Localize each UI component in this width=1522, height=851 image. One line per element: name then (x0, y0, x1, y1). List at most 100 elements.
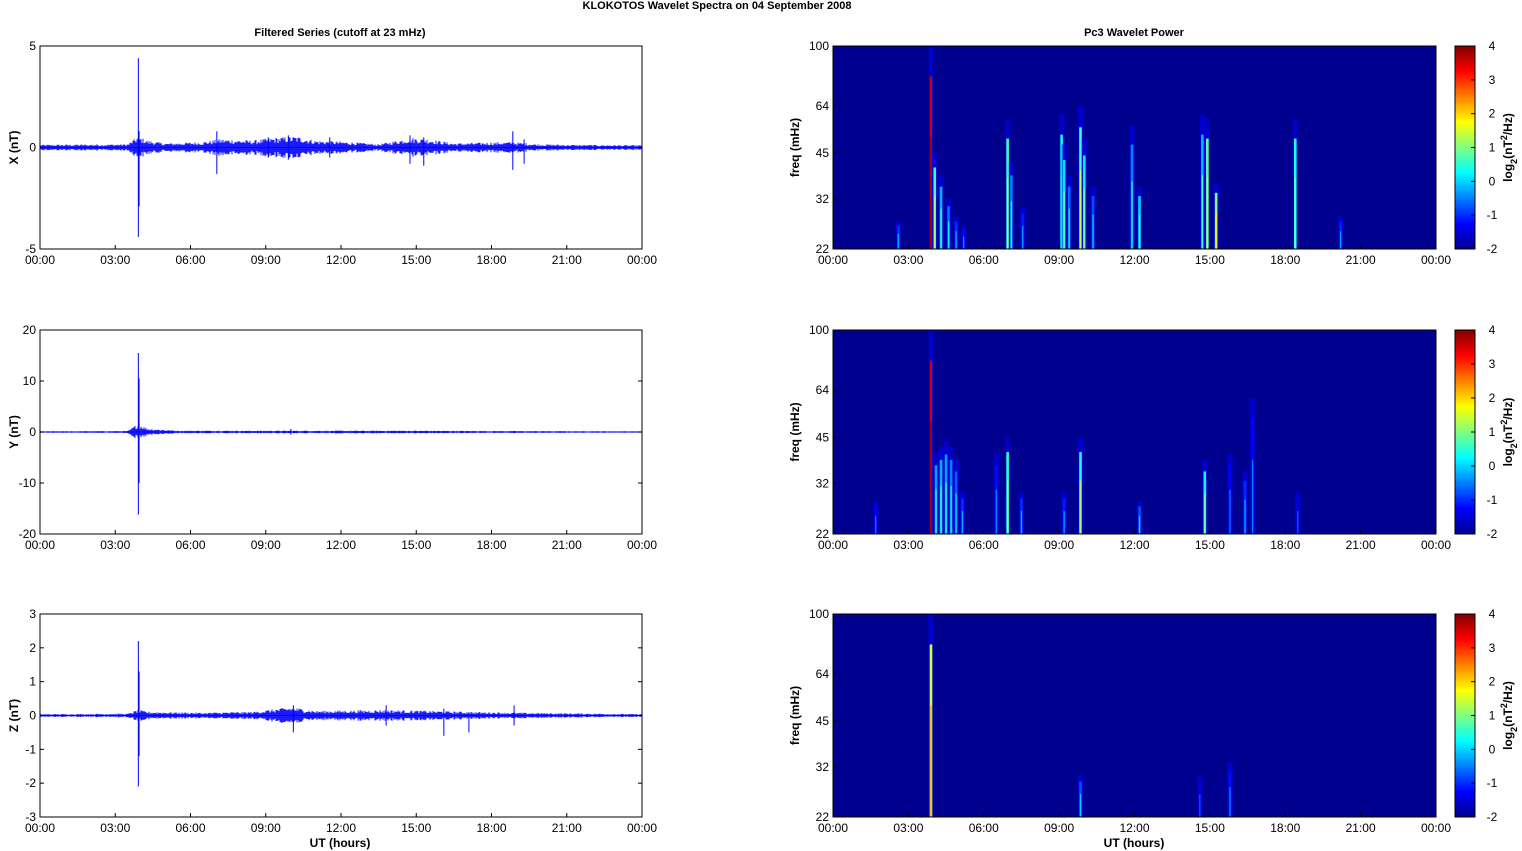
series-x-tick-label: 03:00 (100, 821, 130, 835)
power-streak-core (1297, 511, 1299, 534)
series-x-tick-label: 03:00 (100, 253, 130, 267)
series-x-tick-label: 15:00 (401, 253, 431, 267)
y-tick-label: 64 (816, 383, 830, 397)
series-x-tick-label: 18:00 (476, 253, 506, 267)
y-axis-label: freq (mHz) (788, 118, 802, 177)
y-axis-label: freq (mHz) (788, 686, 802, 745)
colorbar-tick-label: 4 (1489, 607, 1496, 621)
colorbar-label: log2(nT2/Hz) (1499, 398, 1519, 467)
spectrum-x-tick-label: 18:00 (1270, 253, 1300, 267)
colorbar-label-part: log (1501, 164, 1515, 182)
y-tick-label: 2 (29, 641, 36, 655)
power-streak-core (1007, 177, 1009, 249)
power-streak-core (950, 486, 952, 534)
spectrum-x-tick-label: 00:00 (1421, 538, 1451, 552)
series-x-tick-label: 15:00 (401, 538, 431, 552)
power-streak-core (1022, 226, 1024, 249)
y-tick-label: 32 (816, 477, 830, 491)
series-x-tick-label: 00:00 (25, 538, 55, 552)
left-column-title: Filtered Series (cutoff at 23 mHz) (254, 27, 425, 39)
power-streak-core (935, 489, 937, 534)
power-streak-core (1079, 480, 1082, 534)
spectrum-x-tick-label: 00:00 (1421, 821, 1451, 835)
y-tick-label: 1 (29, 675, 36, 689)
colorbar-tick-label: 0 (1489, 459, 1496, 473)
power-streak-core (1092, 214, 1094, 249)
power-streak-core (963, 236, 965, 249)
filtered-series-panel-z: -3 -2 -1 0 1 2 3 00:00 03:00 06:00 09:00 12:00 15:00… (7, 607, 657, 835)
panels: -5 0 5 00:00 03:00 06:00 09:00 12:00 15:00 18:00 2… (7, 39, 1519, 835)
series-x-tick-label: 06:00 (175, 253, 205, 267)
y-tick-label: 100 (809, 607, 829, 621)
power-streak-core (1010, 201, 1012, 249)
series-x-tick-label: 06:00 (175, 821, 205, 835)
y-tick-label: -3 (25, 810, 36, 824)
series-x-tick-label: 06:00 (175, 538, 205, 552)
power-streak-core (995, 489, 997, 534)
series-x-tick-label: 12:00 (326, 821, 356, 835)
power-streak-core (1229, 489, 1231, 534)
colorbar-tick-label: -2 (1487, 810, 1498, 824)
figure-title: KLOKOTOS Wavelet Spectra on 04 September… (583, 0, 852, 12)
y-tick-label: -5 (25, 242, 36, 256)
power-streak-core (1063, 191, 1065, 249)
colorbar-tick-label: 1 (1489, 425, 1496, 439)
spectrum-x-tick-label: 00:00 (818, 538, 848, 552)
spectrum-x-tick-label: 21:00 (1346, 253, 1376, 267)
power-streak-core (1131, 181, 1133, 249)
colorbar-tick-label: 2 (1489, 107, 1496, 121)
spectrum-x-tick-label: 00:00 (1421, 253, 1451, 267)
y-tick-label: 5 (29, 39, 36, 53)
power-streak-core (945, 482, 947, 534)
series-x-tick-label: 18:00 (476, 821, 506, 835)
power-streak-core (947, 221, 950, 249)
colorbar-label-part: /Hz) (1501, 113, 1515, 135)
colorbar-label-part: (nT (1501, 424, 1515, 443)
colorbar-tick-label: -1 (1487, 208, 1498, 222)
colorbar-tick-label: 1 (1489, 709, 1496, 723)
spectrum-x-tick-label: 12:00 (1119, 253, 1149, 267)
spectrum-x-tick-label: 18:00 (1270, 821, 1300, 835)
power-streak-core (1215, 212, 1217, 249)
colorbar-label-subscript: 2 (1509, 443, 1519, 448)
colorbar-tick-label: 3 (1489, 73, 1496, 87)
right-x-axis-label: UT (hours) (1104, 836, 1165, 850)
power-streak-core (930, 421, 932, 534)
series-x-tick-label: 15:00 (401, 821, 431, 835)
series-x-tick-label: 21:00 (552, 821, 582, 835)
power-streak-core (1068, 208, 1070, 249)
y-tick-label: 100 (809, 323, 829, 337)
y-axis-label: X (nT) (7, 131, 21, 165)
spectrum-x-tick-label: 06:00 (969, 538, 999, 552)
colorbar-label-subscript: 2 (1509, 727, 1519, 732)
spectrogram-background (833, 614, 1436, 817)
series-x-tick-label: 12:00 (326, 253, 356, 267)
power-streak-core (940, 486, 942, 534)
spectrum-x-tick-label: 03:00 (893, 253, 923, 267)
spectrogram-background (833, 330, 1436, 534)
spectrum-x-tick-label: 15:00 (1195, 253, 1225, 267)
y-tick-label: 100 (809, 39, 829, 53)
colorbar-label-subscript: 2 (1509, 159, 1519, 164)
spectrum-x-tick-label: 06:00 (969, 253, 999, 267)
y-tick-label: 32 (816, 760, 830, 774)
power-streak-core (955, 231, 957, 249)
colorbar-tick-label: 4 (1489, 323, 1496, 337)
spectrum-x-tick-label: 03:00 (893, 538, 923, 552)
power-streak-core (955, 493, 957, 534)
colorbar-tick-label: 4 (1489, 39, 1496, 53)
power-streak-core (897, 233, 899, 249)
colorbar-tick-label: 3 (1489, 641, 1496, 655)
series-x-tick-label: 00:00 (627, 821, 657, 835)
spectrum-x-tick-label: 00:00 (818, 253, 848, 267)
power-streak-core (934, 196, 936, 249)
power-streak-core (930, 705, 932, 817)
y-tick-label: 22 (816, 810, 830, 824)
colorbar-label-part: (nT (1501, 708, 1515, 727)
power-streak-core (1063, 511, 1065, 534)
filtered-series-panel-x: -5 0 5 00:00 03:00 06:00 09:00 12:00 15:00 18:00 2… (7, 39, 657, 267)
colorbar-tick-label: -2 (1487, 527, 1498, 541)
colorbar-label-part: log (1501, 732, 1515, 750)
